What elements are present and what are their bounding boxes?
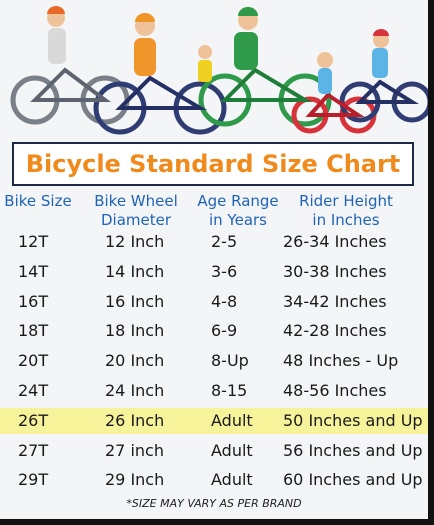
table-cell: 2-5 [211,232,238,251]
table-cell: 12T [18,232,49,251]
table-cell: 26 Inch [105,410,165,430]
row-highlight [0,408,428,434]
header-line: in Inches [312,211,380,229]
column-header: Bike Wheel Diameter [88,192,184,230]
table-cell: 6-9 [211,321,238,341]
title-box: Bicycle Standard Size Chart [12,142,414,186]
table-cell: 20T [18,351,49,371]
title: Bicycle Standard Size Chart [25,150,401,178]
footnote: *SIZE MAY VARY AS PER BRAND [126,497,302,510]
table-cell: Adult [211,440,253,460]
header-line: Bike Size [4,192,72,210]
table-cell: 14 Inch [105,261,165,281]
header-line: Bike Wheel [94,192,178,210]
table-cell: 18 Inch [105,321,165,341]
table-cell: 42-28 Inches [283,321,387,341]
header-line: Age Range [197,192,279,210]
column-header: Rider Height in Inches [292,192,400,230]
table-cell: Adult [211,410,253,430]
table-cell: 48-56 Inches [283,381,387,400]
table-cell: 14T [18,261,49,281]
table-cell: 27 inch [105,440,164,460]
column-header: Age Range in Years [192,192,284,230]
cyclists-illustration [10,6,428,135]
table-cell: 29 Inch [105,470,165,490]
table-cell: 27T [18,440,49,460]
table-cell: 24 Inch [105,381,165,400]
table-cell: 18T [18,321,49,341]
header-line: in Years [208,211,267,229]
table-cell: 29T [18,470,49,490]
table-cell: 50 Inches and Up [283,410,423,430]
table-cell: 60 Inches and Up [283,470,423,490]
table-cell: 20 Inch [105,351,165,371]
table-cell: 26T [18,410,49,430]
table-cell: 26-34 Inches [283,232,387,251]
table-cell: 16T [18,291,49,311]
table-cell: 8-15 [211,381,248,400]
column-header: Bike Size [2,192,74,211]
table-cell: 30-38 Inches [283,261,387,281]
table-cell: 3-6 [211,261,238,281]
header-line: Rider Height [299,192,393,210]
table-cell: 8-Up [211,351,249,371]
table-cell: 56 Inches and Up [283,440,423,460]
table-cell: 16 Inch [105,291,165,311]
table-cell: 12 Inch [105,232,165,251]
table-cell: Adult [211,470,253,490]
table-cell: 24T [18,381,49,400]
table-cell: 4-8 [211,291,238,311]
table-cell: 34-42 Inches [283,291,387,311]
table-cell: 48 Inches - Up [283,351,399,371]
header-line: Diameter [100,211,172,229]
